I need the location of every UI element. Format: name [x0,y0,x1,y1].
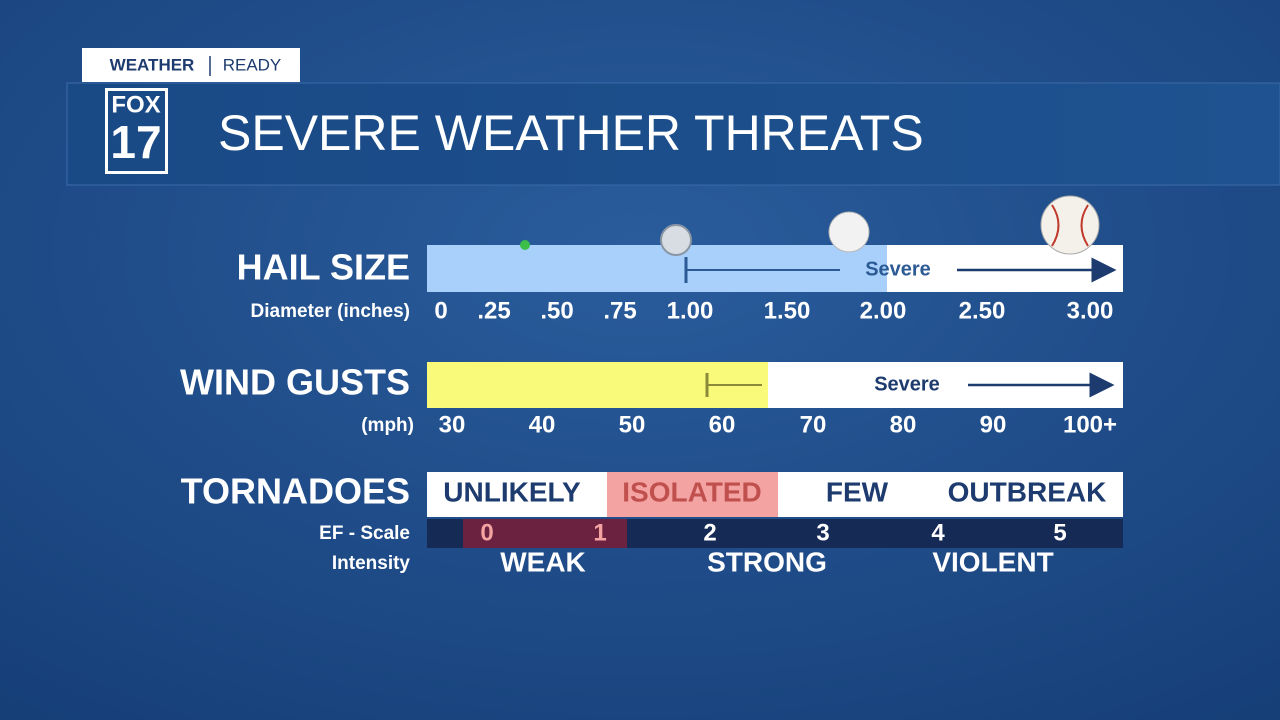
hail-tick: .75 [603,297,636,324]
hail-tick: 1.00 [667,297,714,324]
ef-label: EF - Scale [319,523,410,544]
ef-value: 4 [931,519,945,546]
wind-tick: 90 [980,411,1007,438]
ef-weak-fill [463,519,627,548]
hail-sublabel: Diameter (inches) [251,301,410,322]
wind-tick: 50 [619,411,646,438]
ef-value: 0 [480,519,493,546]
title-band [66,82,1280,186]
baseball-icon [1040,195,1100,255]
wind-sublabel: (mph) [361,415,414,436]
hail-label: HAIL SIZE [237,247,410,288]
title: SEVERE WEATHER THREATS [218,105,924,161]
logo-number: 17 [110,116,161,168]
tornado-category: ISOLATED [622,476,761,507]
tornado-category: UNLIKELY [443,476,581,507]
hail-tick: .25 [477,297,510,324]
wind-label: WIND GUSTS [180,362,410,403]
tornado-category: FEW [826,476,889,507]
baseball-seams [1051,204,1089,247]
hail-tick: 0 [434,297,447,324]
ef-value: 1 [593,519,606,546]
hail-tick: 2.00 [860,297,907,324]
intensity: WEAK [500,546,586,577]
hail-fill [427,245,887,292]
tornado-category: OUTBREAK [948,476,1107,507]
badge [82,48,300,82]
wind-tick: 70 [800,411,827,438]
ef-value: 5 [1053,519,1066,546]
hail-tick: 1.50 [764,297,811,324]
wind-tick: 100+ [1063,411,1117,438]
tornado-label: TORNADOES [181,471,410,512]
wind-tick: 40 [529,411,556,438]
hail-tick: .50 [540,297,573,324]
hail-tick: 3.00 [1067,297,1114,324]
logo-inner [108,91,165,171]
wind-tick: 60 [709,411,736,438]
hail-severe: Severe [865,258,931,280]
wind-tick: 30 [439,411,466,438]
pea-icon [520,240,530,250]
ef-value: 2 [703,519,716,546]
intensity-label: Intensity [332,553,411,574]
wind-severe: Severe [874,373,940,395]
isolated-fill [607,472,778,517]
ef-value: 3 [816,519,829,546]
logo-fox: FOX [111,91,160,118]
badge-ready: READY [223,55,282,74]
intensity: STRONG [707,546,827,577]
wind-tick: 80 [890,411,917,438]
badge-weather: WEATHER [110,55,195,74]
quarter-icon [660,224,692,256]
intensity: VIOLENT [932,546,1053,577]
hail-tick: 2.50 [959,297,1006,324]
golfball-icon [828,211,870,253]
